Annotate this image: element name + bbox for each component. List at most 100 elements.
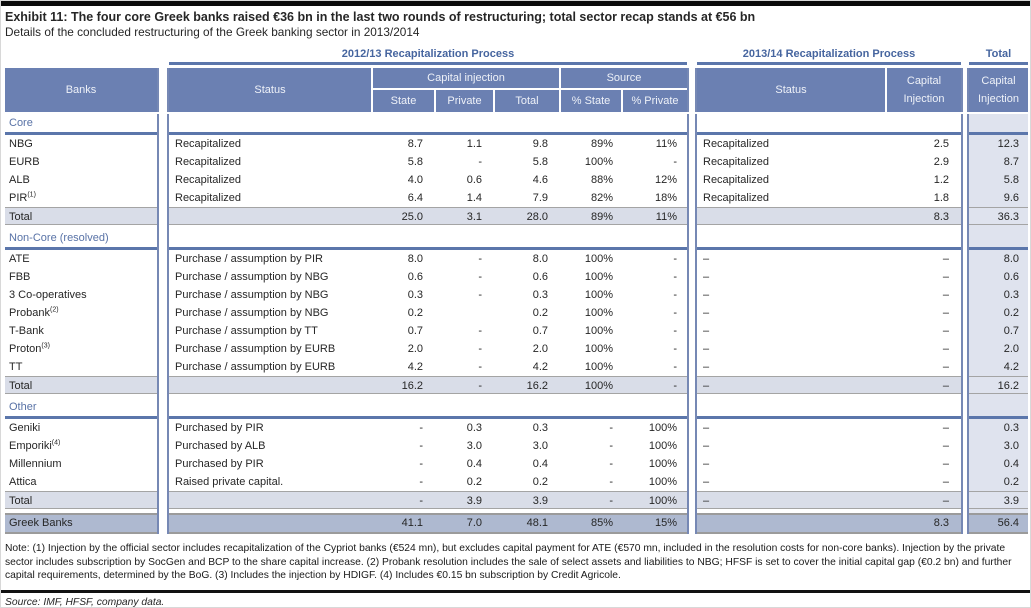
cell-total: [495, 398, 561, 416]
cell-pct_private: 18%: [654, 192, 677, 204]
column-divider: [687, 376, 697, 394]
cell-bank: NBG: [9, 138, 33, 150]
cell-grand: 8.0: [969, 250, 1028, 268]
cell-private: [436, 114, 495, 132]
source-line: Source: IMF, HFSF, company data.: [5, 596, 165, 608]
cell-inj2: –: [942, 343, 949, 355]
cell-inj2: [887, 132, 961, 135]
cell-status1: [169, 114, 373, 132]
cell-private: 0.2: [466, 476, 482, 488]
cell-state: 8.0: [407, 253, 423, 265]
cell-pct_private: -: [673, 271, 677, 283]
cell-total: [495, 114, 561, 132]
cell-pct_private: 100%: [648, 458, 677, 470]
cell-private: -: [478, 271, 482, 283]
cell-pct_private: 100%: [623, 491, 687, 509]
cell-pct_state: 89%: [590, 138, 613, 150]
column-divider: [961, 340, 969, 358]
cell-inj2: 2.5: [933, 138, 949, 150]
cell-grand: [969, 114, 1028, 132]
cell-grand: 2.0: [969, 340, 1028, 358]
group-heading-row: 2012/13 Recapitalization Process 2013/14…: [5, 47, 1026, 62]
cell-pct_state: -: [561, 491, 623, 509]
header-capital-injection-2013: Capital Injection: [887, 68, 961, 112]
cell-bank: T-Bank: [9, 325, 44, 337]
cell-bank: [5, 247, 157, 250]
column-divider: [961, 68, 969, 112]
cell-pct_state: 100%: [584, 156, 613, 168]
cell-grand: 0.3: [969, 286, 1028, 304]
column-divider: [157, 455, 169, 473]
cell-status2: [697, 416, 887, 419]
cell-grand: 0.2: [969, 304, 1028, 322]
column-divider: [687, 322, 697, 340]
footnote-marker: (3): [41, 342, 50, 350]
cell-grand: [969, 416, 1028, 419]
cell-grand: 56.4: [969, 513, 1028, 534]
cell-total: 8.0: [532, 253, 548, 265]
column-divider: [157, 153, 169, 171]
cell-status1: Purchased by PIR: [175, 458, 264, 470]
cell-total: 4.6: [532, 174, 548, 186]
column-divider: [687, 509, 697, 513]
cell-status1: Purchase / assumption by NBG: [175, 289, 329, 301]
table-row: Geniki Purchased by PIR - 0.3 0.3 - 100% – – 0.3: [5, 419, 1028, 437]
cell-grand: 3.0: [969, 437, 1028, 455]
cell-inj2: –: [942, 361, 949, 373]
cell-private: [436, 132, 495, 135]
cell-total: 7.9: [532, 192, 548, 204]
column-divider: [961, 455, 969, 473]
column-divider: [687, 171, 697, 189]
cell-state: -: [419, 440, 423, 452]
cell-pct_state: 100%: [584, 325, 613, 337]
cell-bank: FBB: [9, 271, 31, 283]
cell-grand: 36.3: [969, 207, 1028, 225]
footnote: Note: (1) Injection by the official sect…: [5, 543, 1012, 581]
cell-total: 48.1: [495, 513, 561, 534]
cell-status1: Recapitalized: [175, 138, 242, 150]
column-divider: [687, 225, 697, 229]
cell-bank: PIR(1): [9, 191, 36, 204]
cell-grand: [969, 509, 1028, 513]
cell-pct_state: -: [609, 458, 613, 470]
cell-inj2: [887, 247, 961, 250]
column-divider: [687, 491, 697, 509]
top-rule: [1, 1, 1030, 6]
cell-pct_private: [623, 229, 687, 247]
cell-status1: Purchase / assumption by EURB: [175, 361, 336, 373]
cell-bank: 3 Co-operatives: [9, 289, 87, 301]
cell-status2: –: [703, 476, 710, 488]
cell-status1: Purchase / assumption by NBG: [175, 307, 329, 319]
header-source-group: Source: [561, 68, 687, 90]
column-divider: [961, 132, 969, 135]
cell-state: 0.2: [407, 307, 423, 319]
cell-total: 4.2: [532, 361, 548, 373]
column-divider: [157, 473, 169, 491]
header-status-2013: Status: [697, 68, 887, 112]
column-divider: [961, 114, 969, 132]
cell-private: -: [478, 361, 482, 373]
cell-pct_private: 11%: [623, 207, 687, 225]
column-divider: [687, 153, 697, 171]
cell-inj2: –: [887, 376, 961, 394]
cell-pct_private: 12%: [654, 174, 677, 186]
column-divider: [961, 268, 969, 286]
column-divider: [961, 171, 969, 189]
cell-private: [436, 229, 495, 247]
cell-status2: –: [703, 458, 710, 470]
cell-grand: 5.8: [969, 171, 1028, 189]
column-divider: [687, 68, 697, 112]
cell-total: 3.9: [495, 491, 561, 509]
column-divider: [961, 225, 969, 229]
column-divider: [961, 153, 969, 171]
cell-total: [495, 247, 561, 250]
table-row: PIR(1) Recapitalized 6.4 1.4 7.9 82% 18% Recapi…: [5, 189, 1028, 207]
cell-pct_state: 82%: [590, 192, 613, 204]
cell-total: 0.6: [532, 271, 548, 283]
cell-bank: Proton(3): [9, 342, 50, 355]
cell-status1: Purchase / assumption by PIR: [175, 253, 323, 265]
column-divider: [157, 171, 169, 189]
cell-status2: –: [703, 289, 710, 301]
cell-pct_state: 100%: [584, 289, 613, 301]
cell-private: 0.4: [466, 458, 482, 470]
